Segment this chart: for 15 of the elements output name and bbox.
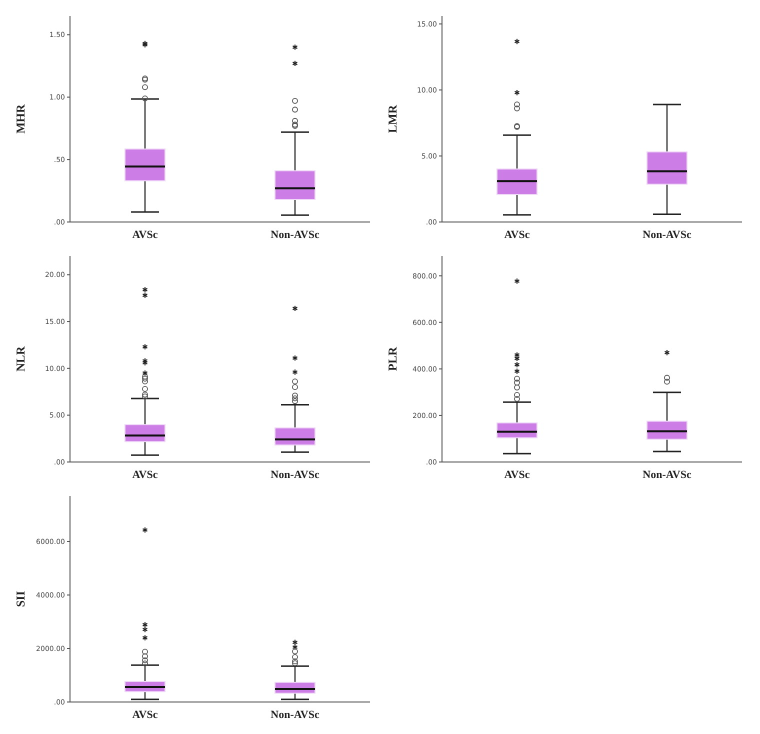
x-tick-label: Non-AVSc	[270, 228, 320, 241]
x-tick-label: AVSc	[504, 468, 530, 481]
y-axis-title: SII	[13, 590, 28, 608]
x-tick-label: AVSc	[132, 708, 158, 721]
y-axis-title: NLR	[13, 346, 28, 372]
x-tick-label: Non-AVSc	[642, 468, 692, 481]
y-axis-title: LMR	[385, 104, 400, 133]
y-axis-title: MHR	[13, 104, 28, 134]
x-tick-label: AVSc	[132, 228, 158, 241]
x-tick-label: Non-AVSc	[270, 708, 320, 721]
x-tick-label: Non-AVSc	[270, 468, 320, 481]
x-tick-label: AVSc	[132, 468, 158, 481]
y-axis-title: PLR	[385, 346, 400, 371]
x-tick-label: Non-AVSc	[642, 228, 692, 241]
x-tick-label: AVSc	[504, 228, 530, 241]
